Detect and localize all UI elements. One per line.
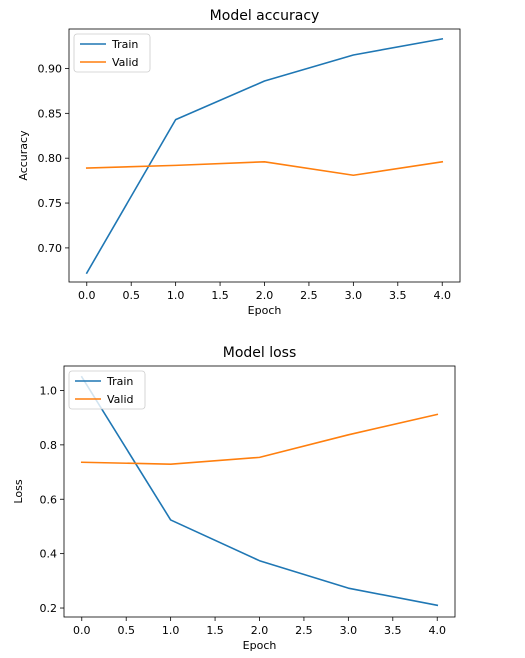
x-tick-label: 2.0 <box>251 624 269 637</box>
legend-label-valid: Valid <box>107 393 134 406</box>
x-tick-label: 1.5 <box>206 624 224 637</box>
chart-title: Model accuracy <box>210 8 320 24</box>
series-line-train <box>80 375 439 607</box>
x-tick-label: 2.0 <box>256 289 274 302</box>
x-tick-label: 1.5 <box>211 289 229 302</box>
x-tick-label: 2.5 <box>300 289 318 302</box>
x-tick-label: 0.0 <box>73 624 91 637</box>
axes-frame <box>68 28 461 283</box>
legend: Train Valid <box>73 33 151 73</box>
y-tick-label: 0.6 <box>40 493 58 506</box>
y-tick-label: 0.90 <box>38 62 63 75</box>
x-tick-label: 0.5 <box>117 624 135 637</box>
x-tick-label: 2.5 <box>295 624 313 637</box>
y-tick-label: 0.85 <box>38 107 63 120</box>
legend-label-train: Train <box>111 38 138 51</box>
y-tick-label: 0.70 <box>38 242 63 255</box>
x-axis-label: Epoch <box>248 304 282 317</box>
x-tick-label: 1.0 <box>167 289 185 302</box>
x-tick-label: 1.0 <box>162 624 180 637</box>
y-axis-label: Loss <box>12 479 25 503</box>
chart-panel-2: Model loss 0.0 0.5 1.0 1.5 2.0 2.5 3.0 3.5 4.0 0.2… <box>12 345 456 652</box>
x-tick-label: 0.5 <box>122 289 140 302</box>
legend-label-train: Train <box>106 375 133 388</box>
legend: Train Valid <box>68 370 146 410</box>
y-tick-label: 0.4 <box>40 548 58 561</box>
x-tick-label: 4.0 <box>433 289 451 302</box>
y-tick-label: 0.8 <box>40 439 58 452</box>
chart-title: Model loss <box>223 345 297 361</box>
x-tick-label: 0.0 <box>78 289 96 302</box>
y-tick-label: 0.2 <box>40 602 58 615</box>
x-tick-label: 4.0 <box>428 624 446 637</box>
y-tick-label: 1.0 <box>40 384 58 397</box>
x-axis-label: Epoch <box>243 639 277 652</box>
x-tick-label: 3.0 <box>340 624 358 637</box>
series-line-valid <box>85 160 444 177</box>
series-line-valid <box>80 413 439 465</box>
y-axis-label: Accuracy <box>17 130 30 181</box>
series-line-train <box>85 37 444 275</box>
x-tick-label: 3.5 <box>389 289 407 302</box>
legend-label-valid: Valid <box>112 56 139 69</box>
y-tick-label: 0.80 <box>38 152 63 165</box>
chart-panel-1: Model accuracy 0.0 0.5 1.0 1.5 2.0 2.5 3.0 3.5 4.… <box>17 8 461 317</box>
x-tick-label: 3.5 <box>384 624 402 637</box>
y-tick-label: 0.75 <box>38 197 63 210</box>
x-tick-label: 3.0 <box>345 289 363 302</box>
axes-frame <box>63 365 456 618</box>
